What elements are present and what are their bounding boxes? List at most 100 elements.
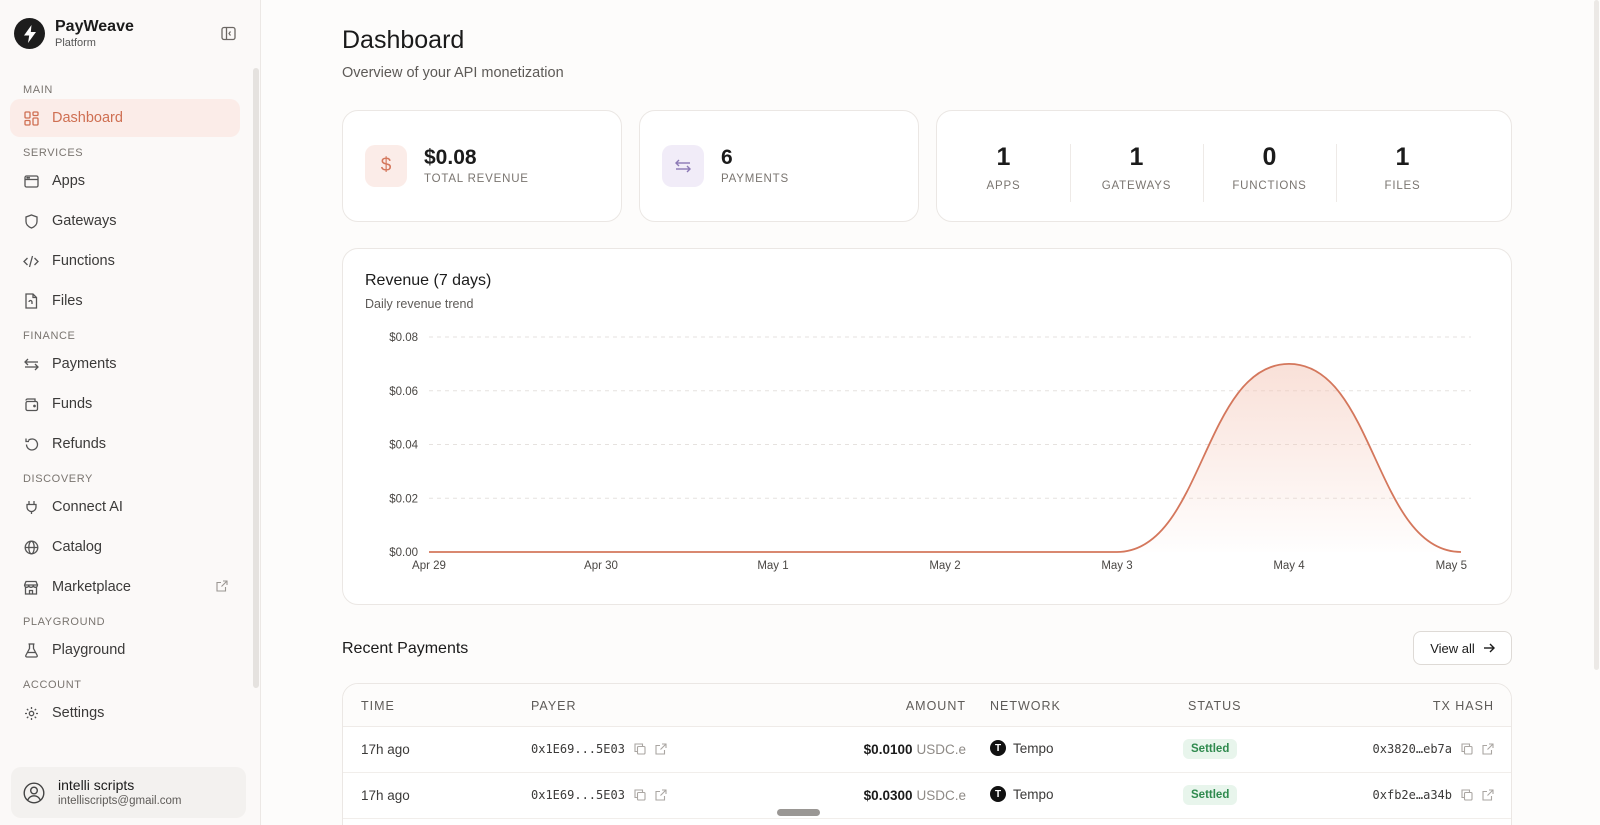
count-label: FUNCTIONS — [1232, 180, 1307, 192]
plug-icon — [23, 499, 39, 515]
section-label-main: MAIN — [23, 84, 53, 96]
chart-subtitle: Daily revenue trend — [365, 297, 474, 311]
tempo-network-icon: T — [990, 740, 1006, 756]
sidebar-item-files[interactable]: Files — [10, 282, 240, 320]
count-files[interactable]: 1 FILES — [1336, 140, 1469, 202]
sidebar: PayWeave Platform MAIN Dashboard SERVICE… — [0, 0, 261, 825]
amount-currency: USDC.e — [916, 742, 966, 757]
sidebar-item-apps[interactable]: Apps — [10, 162, 240, 200]
brand-subtitle: Platform — [55, 37, 96, 49]
payments-card: 6 PAYMENTS — [639, 110, 919, 222]
table-header: TIME PAYER AMOUNT NETWORK STATUS TX HASH — [343, 684, 1511, 727]
y-tick-label: $0.08 — [389, 332, 418, 344]
sidebar-item-label: Files — [52, 293, 83, 309]
sidebar-item-payments[interactable]: Payments — [10, 345, 240, 383]
sidebar-item-settings[interactable]: Settings — [10, 694, 240, 732]
sidebar-item-gateways[interactable]: Gateways — [10, 202, 240, 240]
cell-amount: $0.0300 USDC.e — [864, 788, 966, 803]
sidebar-item-connect-ai[interactable]: Connect AI — [10, 488, 240, 526]
copy-icon[interactable] — [1461, 743, 1473, 755]
brand[interactable]: PayWeave Platform — [14, 17, 134, 50]
x-tick-label: May 3 — [1101, 560, 1132, 572]
copy-icon[interactable] — [634, 789, 646, 801]
refund-icon — [23, 436, 39, 452]
column-header-status[interactable]: STATUS — [1188, 699, 1242, 713]
x-tick-label: May 1 — [757, 560, 788, 572]
page-scrollbar[interactable] — [1594, 0, 1599, 670]
file-icon — [23, 293, 39, 309]
sidebar-item-label: Functions — [52, 253, 115, 269]
recent-payments-table: TIME PAYER AMOUNT NETWORK STATUS TX HASH… — [342, 683, 1512, 825]
column-header-amount[interactable]: AMOUNT — [905, 699, 966, 713]
cell-status: Settled — [1183, 785, 1238, 805]
globe-icon — [23, 539, 39, 555]
sidebar-item-label: Connect AI — [52, 499, 123, 515]
sidebar-toggle-icon[interactable] — [219, 24, 237, 42]
tx-hash: 0xfb2e…a34b — [1372, 788, 1452, 802]
brand-name: PayWeave — [55, 18, 134, 35]
arrows-exchange-icon — [23, 356, 39, 372]
chart-title: Revenue (7 days) — [365, 272, 492, 289]
dollar-icon: $ — [365, 145, 407, 187]
sidebar-nav: MAIN Dashboard SERVICES Apps Gateways Fu… — [10, 76, 240, 752]
table-row[interactable]: 17h ago 0x1E69...5E03 $0.0100 USDC.e T T… — [343, 727, 1511, 773]
column-header-payer[interactable]: PAYER — [531, 699, 577, 713]
copy-icon[interactable] — [1461, 789, 1473, 801]
sidebar-item-marketplace[interactable]: Marketplace — [10, 568, 240, 606]
x-tick-label: May 5 — [1436, 560, 1467, 572]
revenue-chart-card: $0.00 $0.02 $0.04 $0.06 $0.08 Apr 29 Apr 30 May… — [342, 248, 1512, 605]
cell-tx-hash: 0x3820…eb7a — [1373, 742, 1494, 756]
page-subtitle: Overview of your API monetization — [342, 65, 564, 81]
column-header-time[interactable]: TIME — [361, 699, 395, 713]
section-label-services: SERVICES — [23, 147, 84, 159]
wallet-icon — [23, 396, 39, 412]
column-header-tx-hash[interactable]: TX HASH — [1432, 699, 1494, 713]
resource-counts-card: 1 APPS 1 GATEWAYS 0 FUNCTIONS 1 FILES — [936, 110, 1512, 222]
drag-handle[interactable] — [777, 809, 820, 816]
sidebar-item-label: Gateways — [52, 213, 117, 229]
external-link-icon[interactable] — [655, 743, 667, 755]
external-link-icon — [216, 580, 228, 596]
cell-time: 17h ago — [361, 742, 410, 757]
count-label: GATEWAYS — [1101, 180, 1172, 192]
external-link-icon[interactable] — [655, 789, 667, 801]
tx-hash: 0x3820…eb7a — [1372, 742, 1452, 756]
cell-time: 17h ago — [361, 788, 410, 803]
user-email: intelliscripts@gmail.com — [58, 795, 182, 807]
count-apps[interactable]: 1 APPS — [937, 140, 1070, 192]
user-account-card[interactable]: intelli scripts intelliscripts@gmail.com — [11, 767, 246, 818]
sidebar-item-label: Settings — [52, 705, 105, 721]
cell-amount: $0.0100 USDC.e — [864, 742, 966, 757]
cell-tx-hash: 0xfb2e…a34b — [1373, 788, 1494, 802]
sidebar-item-label: Catalog — [52, 539, 102, 555]
total-revenue-card: $ $0.08 TOTAL REVENUE — [342, 110, 622, 222]
y-tick-label: $0.00 — [389, 547, 418, 559]
revenue-area — [429, 363, 1461, 552]
count-functions[interactable]: 0 FUNCTIONS — [1203, 140, 1336, 202]
count-label: FILES — [1384, 180, 1421, 192]
sidebar-item-refunds[interactable]: Refunds — [10, 425, 240, 463]
external-link-icon[interactable] — [1482, 789, 1494, 801]
sidebar-item-label: Playground — [52, 642, 126, 658]
sidebar-item-functions[interactable]: Functions — [10, 242, 240, 280]
column-header-network[interactable]: NETWORK — [990, 699, 1061, 713]
user-avatar-icon — [23, 781, 45, 804]
external-link-icon[interactable] — [1482, 743, 1494, 755]
count-value: 1 — [1395, 143, 1410, 171]
count-gateways[interactable]: 1 GATEWAYS — [1070, 140, 1203, 202]
arrow-right-icon — [1483, 642, 1495, 654]
sidebar-item-funds[interactable]: Funds — [10, 385, 240, 423]
payments-count-label: PAYMENTS — [721, 173, 789, 185]
copy-icon[interactable] — [634, 743, 646, 755]
table-row[interactable]: 17h ago 0x1E69...5E03 $0.0300 USDC.e T T… — [343, 773, 1511, 819]
sidebar-scrollbar[interactable] — [253, 68, 259, 688]
sidebar-item-label: Marketplace — [52, 579, 131, 595]
sidebar-item-label: Payments — [52, 356, 117, 372]
view-all-button[interactable]: View all — [1413, 631, 1512, 665]
network-name: Tempo — [1013, 786, 1054, 802]
sidebar-item-dashboard[interactable]: Dashboard — [10, 99, 240, 137]
amount-value: $0.0300 — [863, 788, 913, 803]
sidebar-item-playground[interactable]: Playground — [10, 631, 240, 669]
store-icon — [23, 579, 39, 595]
sidebar-item-catalog[interactable]: Catalog — [10, 528, 240, 566]
